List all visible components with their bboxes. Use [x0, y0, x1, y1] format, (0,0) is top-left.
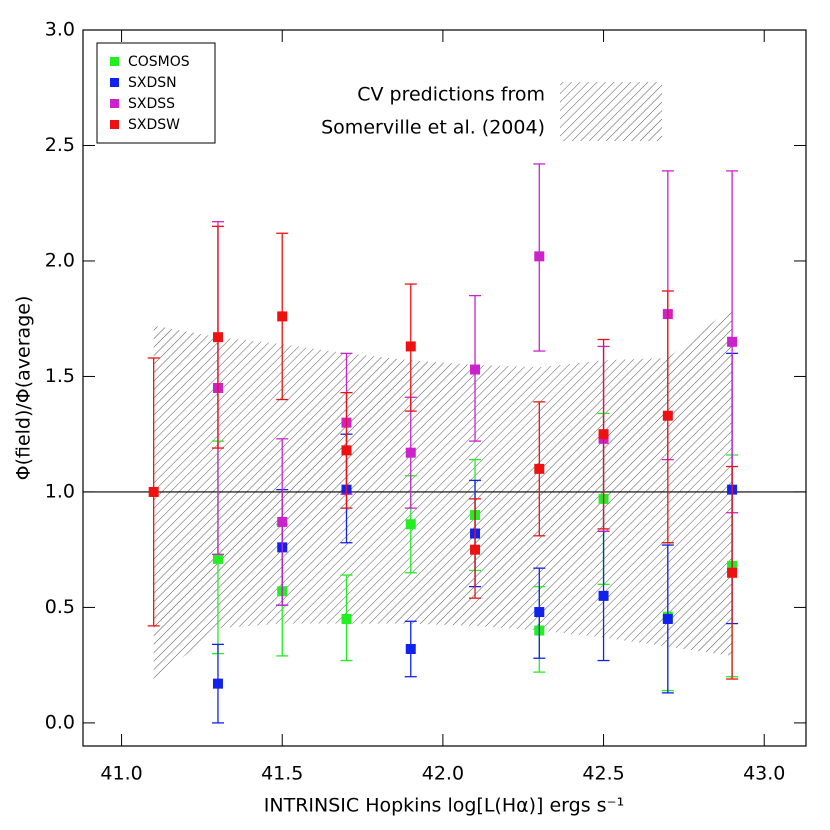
y-axis-label: Φ(field)/Φ(average) — [13, 296, 35, 481]
x-axis-label: INTRINSIC Hopkins log[L(Hα)] ergs s⁻¹ — [264, 795, 624, 817]
data-point — [277, 516, 288, 527]
x-tick-label: 41.0 — [100, 763, 142, 785]
data-point — [212, 332, 223, 343]
data-point — [148, 486, 159, 497]
data-point — [405, 643, 416, 654]
legend-marker — [110, 78, 119, 87]
annotation: CV predictions from — [357, 84, 545, 106]
data-point — [727, 336, 738, 347]
data-point — [662, 613, 673, 624]
legend-label: SXDSS — [128, 96, 175, 112]
legend-label: SXDSN — [128, 75, 177, 91]
annotation: Somerville et al. (2004) — [321, 117, 545, 139]
data-point — [534, 251, 545, 262]
x-tick-label: 42.0 — [422, 763, 464, 785]
data-point — [341, 445, 352, 456]
data-point — [470, 544, 481, 555]
legend-label: SXDSW — [128, 117, 180, 133]
band-legend-swatch — [560, 82, 662, 141]
data-point — [405, 519, 416, 530]
data-point — [534, 607, 545, 618]
data-point — [405, 341, 416, 352]
data-point — [598, 590, 609, 601]
legend-marker — [110, 57, 119, 66]
x-tick-label: 43.0 — [743, 763, 785, 785]
y-tick-label: 2.0 — [45, 249, 75, 271]
x-tick-label: 41.5 — [261, 763, 303, 785]
y-tick-label: 0.0 — [45, 711, 75, 733]
y-tick-label: 2.5 — [45, 134, 75, 156]
plot-frame — [82, 29, 807, 747]
data-point — [277, 311, 288, 322]
data-point — [470, 364, 481, 375]
y-tick-label: 1.0 — [45, 480, 75, 502]
data-point — [598, 429, 609, 440]
y-tick-label: 1.5 — [45, 365, 75, 387]
y-tick-label: 0.5 — [45, 596, 75, 618]
legend-marker — [110, 99, 119, 108]
data-point — [212, 678, 223, 689]
data-point — [727, 567, 738, 578]
data-point — [341, 613, 352, 624]
legend-label: COSMOS — [128, 54, 190, 70]
data-point — [405, 447, 416, 458]
data-point — [662, 410, 673, 421]
cv-band — [153, 307, 733, 682]
data-point — [212, 553, 223, 564]
x-tick-label: 42.5 — [582, 763, 624, 785]
legend-marker — [110, 120, 119, 129]
y-tick-label: 3.0 — [45, 19, 75, 41]
data-point — [534, 463, 545, 474]
